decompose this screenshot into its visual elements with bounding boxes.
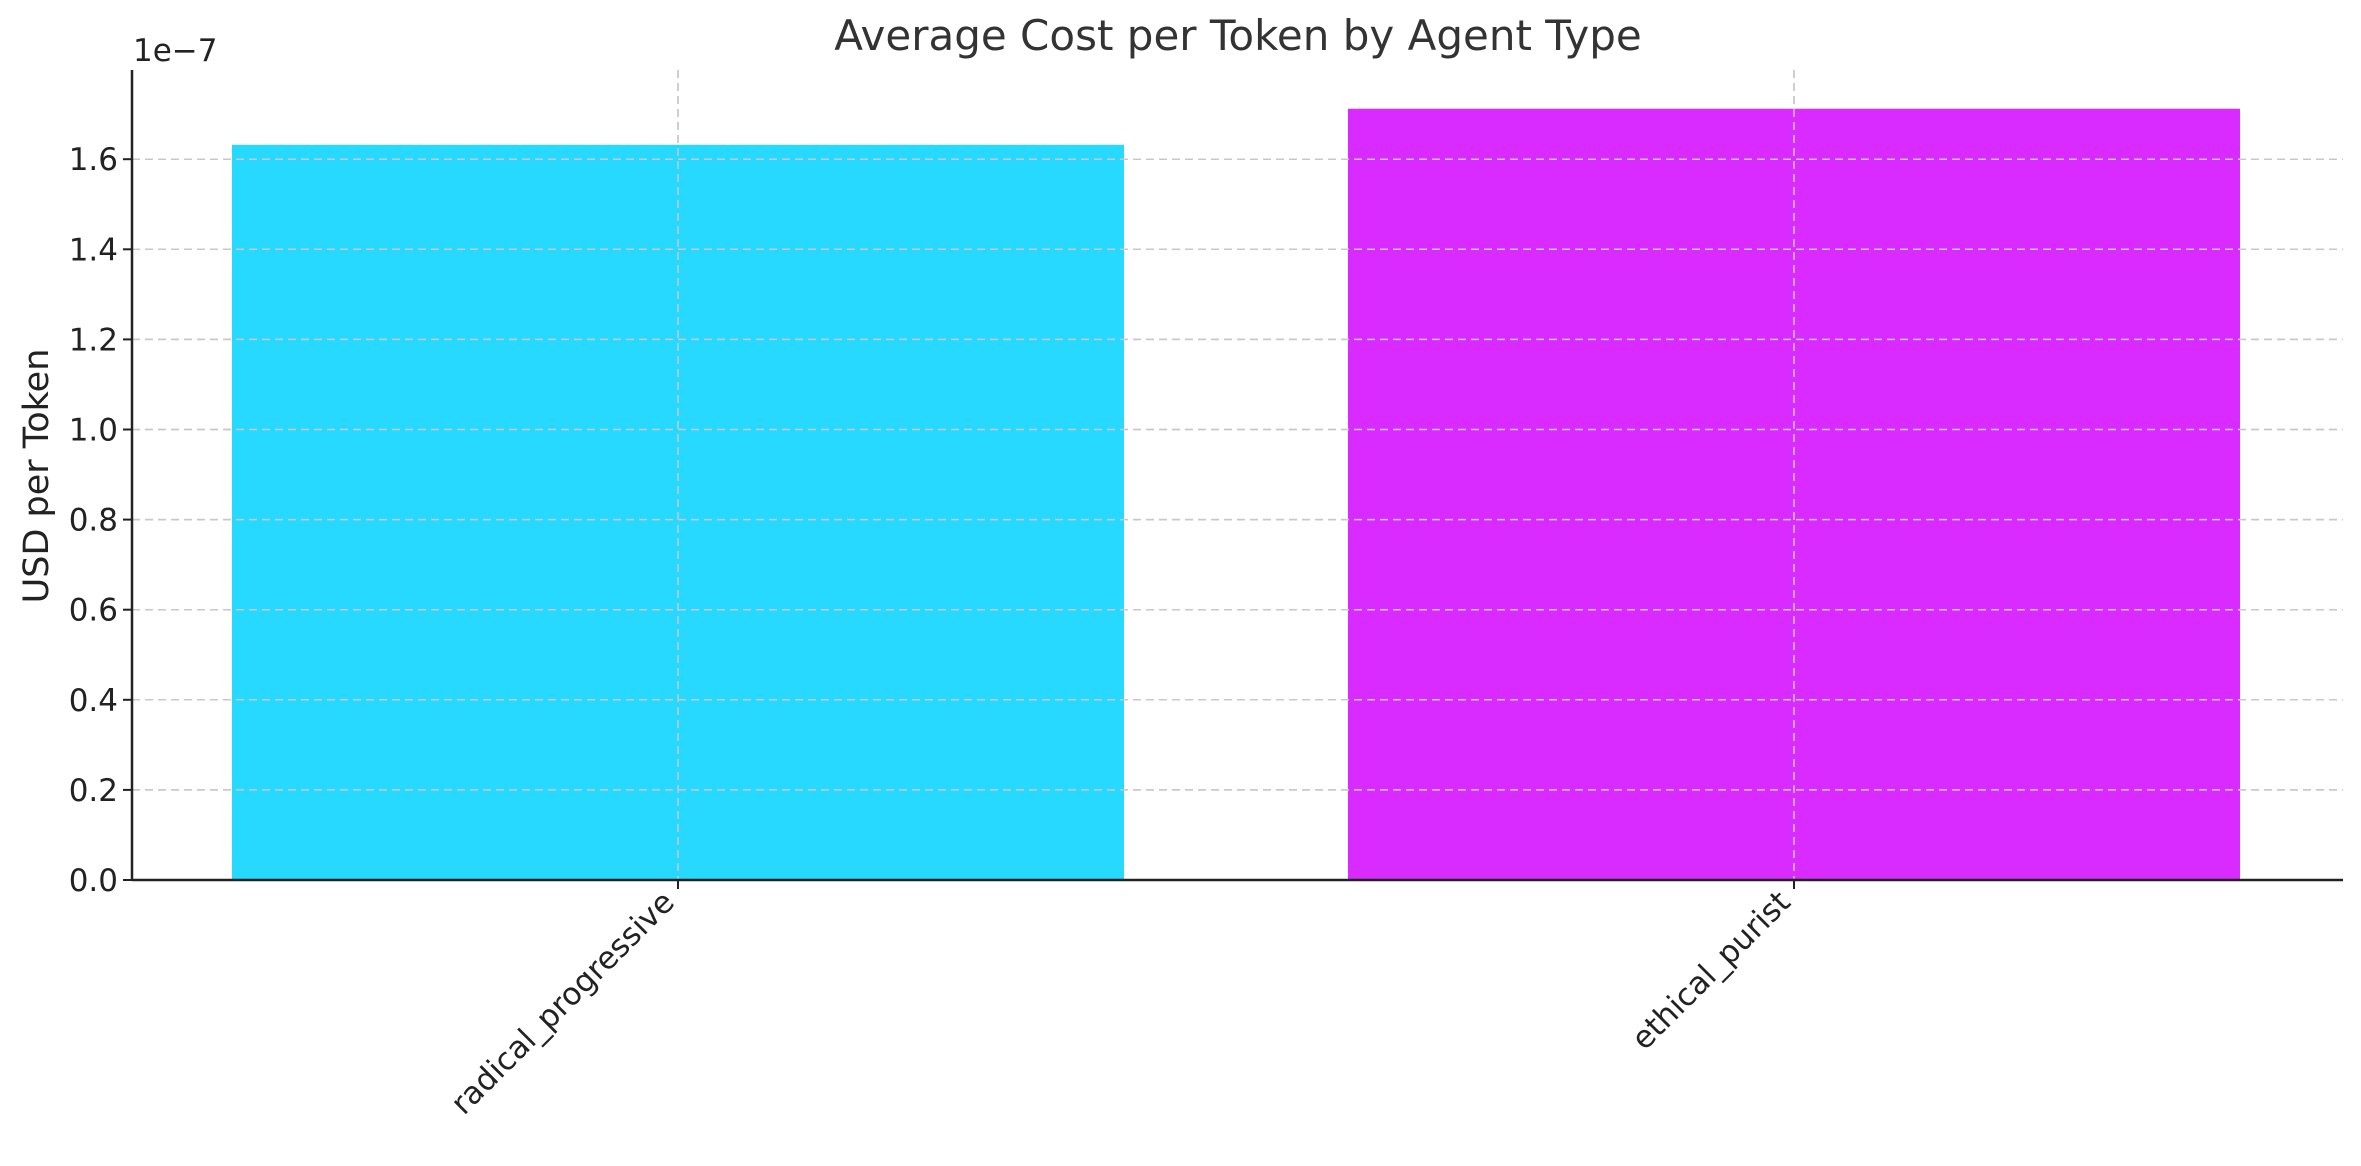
y-tick-label: 0.8 [69, 503, 118, 539]
y-tick-label: 0.6 [69, 593, 118, 629]
chart-title: Average Cost per Token by Agent Type [834, 11, 1642, 60]
y-axis-label: USD per Token [17, 349, 57, 604]
y-tick-label: 1.2 [69, 322, 118, 358]
bars [132, 70, 2343, 880]
y-tick-label: 0.2 [69, 773, 118, 809]
y-tick-label: 0.4 [69, 683, 118, 719]
axes [123, 70, 2343, 889]
y-tick-label: 0.0 [69, 863, 118, 899]
x-tick-label: ethical_purist [1625, 884, 1798, 1057]
y-tick-label: 1.4 [69, 232, 118, 268]
x-tick-label: radical_progressive [444, 884, 682, 1122]
y-tick-label: 1.6 [69, 142, 118, 178]
y-tick-label: 1.0 [69, 413, 118, 449]
y-axis-offset-label: 1e−7 [133, 33, 218, 69]
